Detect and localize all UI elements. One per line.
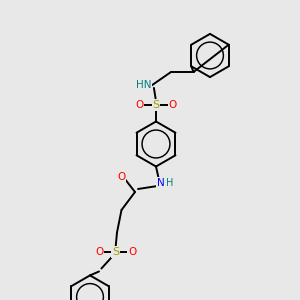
Text: S: S bbox=[152, 100, 160, 110]
Text: O: O bbox=[117, 172, 126, 182]
Text: O: O bbox=[128, 247, 136, 257]
Text: O: O bbox=[168, 100, 177, 110]
Text: S: S bbox=[112, 247, 119, 257]
Text: H: H bbox=[167, 178, 174, 188]
Text: N: N bbox=[157, 178, 164, 188]
Text: O: O bbox=[135, 100, 144, 110]
Text: O: O bbox=[95, 247, 103, 257]
Text: HN: HN bbox=[136, 80, 152, 91]
